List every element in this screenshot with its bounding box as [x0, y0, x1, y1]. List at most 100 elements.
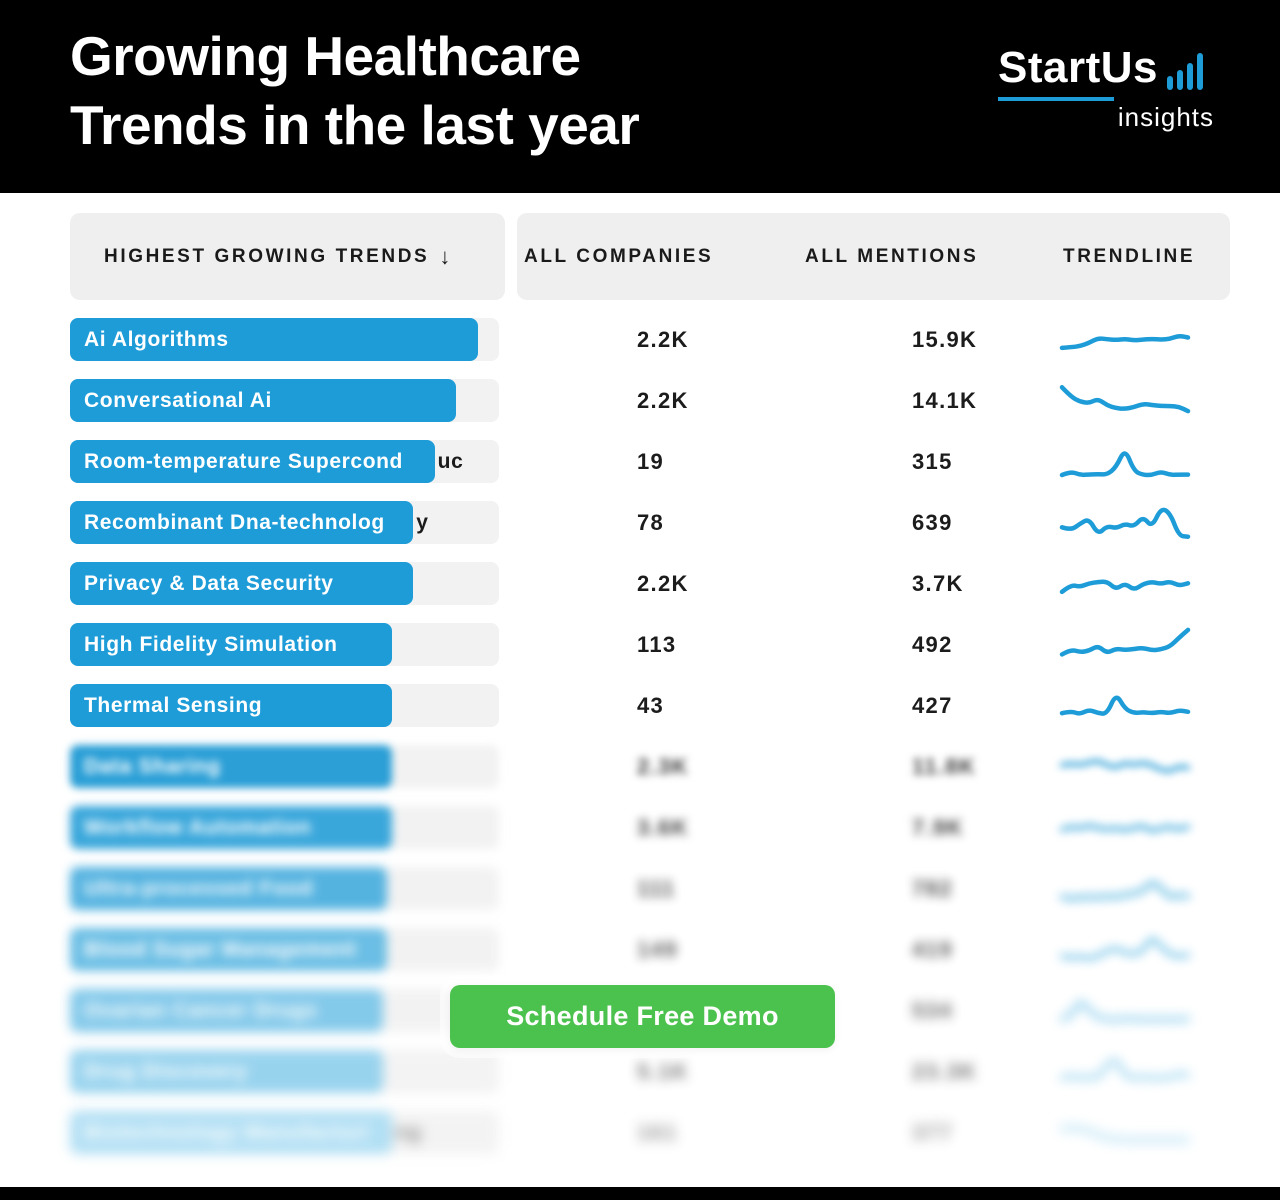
- mentions-value: 377: [912, 1119, 953, 1145]
- brand-sub-name: insights: [1117, 102, 1214, 132]
- table-row: Drug Discovery 5.1K 23.3K: [0, 1041, 1280, 1102]
- mentions-value: 11.8K: [912, 753, 976, 779]
- top-banner: Growing Healthcare Trends in the last ye…: [0, 0, 1280, 193]
- table-header-values-segment: [517, 213, 1230, 300]
- schedule-free-demo-button[interactable]: Schedule Free Demo: [450, 985, 835, 1048]
- sort-descending-icon[interactable]: ↓: [439, 243, 451, 269]
- trend-label: Ultra-processed Food: [84, 876, 314, 900]
- companies-value: 43: [637, 692, 665, 718]
- trend-bar-track[interactable]: Ai Algorithms: [70, 318, 499, 361]
- trend-bar-fill: High Fidelity Simulation: [70, 623, 392, 666]
- companies-value: 2.2K: [637, 570, 689, 596]
- trend-bar-track[interactable]: Blood Sugar Management: [70, 928, 499, 971]
- trend-label: Ai Algorithms: [84, 327, 229, 351]
- trend-bar-fill: Data Sharing: [70, 745, 392, 788]
- trend-bar-track[interactable]: y Recombinant Dna-technolog: [70, 501, 499, 544]
- column-header-companies: ALL COMPANIES: [524, 245, 714, 267]
- trendline-sparkline: [1059, 385, 1191, 414]
- trend-bar-track[interactable]: Conversational Ai: [70, 379, 499, 422]
- page-title-line2: Trends in the last year: [70, 94, 640, 156]
- trend-label: Ovarian Cancer Drugs: [84, 998, 318, 1022]
- trend-label-overflow: y: [416, 510, 429, 534]
- table-header-trends-segment: [70, 213, 505, 300]
- table-row: Conversational Ai 2.2K 14.1K: [0, 370, 1280, 431]
- trendline-sparkline: [1059, 759, 1191, 773]
- bar-chart-icon: [1167, 53, 1203, 90]
- mentions-value: 315: [912, 448, 953, 474]
- trend-bar-track[interactable]: Ultra-processed Food: [70, 867, 499, 910]
- trend-bar-fill: Room-temperature Supercond: [70, 440, 435, 483]
- trendline-sparkline: [1059, 1058, 1191, 1081]
- mentions-value: 534: [912, 997, 953, 1023]
- trendline-sparkline: [1059, 451, 1191, 478]
- trend-bar-track[interactable]: Privacy & Data Security: [70, 562, 499, 605]
- trend-bar-track[interactable]: High Fidelity Simulation: [70, 623, 499, 666]
- mentions-value: 782: [912, 875, 953, 901]
- trend-bar-fill: Drug Discovery: [70, 1050, 384, 1093]
- column-header-mentions: ALL MENTIONS: [805, 245, 979, 267]
- trendline-sparkline: [1059, 695, 1191, 716]
- companies-value: 111: [637, 875, 676, 901]
- companies-value: 19: [637, 448, 665, 474]
- companies-value: 2.2K: [637, 326, 689, 352]
- column-header-trends-label: HIGHEST GROWING TRENDS: [104, 245, 430, 267]
- column-header-trends[interactable]: HIGHEST GROWING TRENDS ↓: [104, 213, 450, 300]
- trend-bar-fill: Conversational Ai: [70, 379, 457, 422]
- trend-label-overflow: ng: [394, 1120, 422, 1144]
- trend-bar-fill: Recombinant Dna-technolog: [70, 501, 414, 544]
- trendline-sparkline: [1059, 823, 1191, 833]
- trend-label: Thermal Sensing: [84, 693, 263, 717]
- page-title-line1: Growing Healthcare: [70, 25, 581, 87]
- trend-label: Recombinant Dna-technolog: [84, 510, 385, 534]
- trend-bar-track[interactable]: uc Room-temperature Supercond: [70, 440, 499, 483]
- trend-label-overflow: uc: [437, 449, 464, 473]
- mentions-value: 14.1K: [912, 387, 978, 413]
- companies-value: 2.2K: [637, 387, 689, 413]
- trend-bar-track[interactable]: Ovarian Cancer Drugs: [70, 989, 499, 1032]
- trend-bar-track[interactable]: ng Biotechnology Manufacturi: [70, 1111, 499, 1154]
- trendline-sparkline: [1059, 1000, 1191, 1022]
- mentions-value: 3.7K: [912, 570, 964, 596]
- trend-label: Workflow Automation: [84, 815, 312, 839]
- table-row: Workflow Automation 3.6K 7.9K: [0, 797, 1280, 858]
- trend-label: Data Sharing: [84, 754, 221, 778]
- trend-bar-track[interactable]: Workflow Automation: [70, 806, 499, 849]
- companies-value: 3.6K: [637, 814, 689, 840]
- trend-bar-track[interactable]: Data Sharing: [70, 745, 499, 788]
- table-row: Thermal Sensing 43 427: [0, 675, 1280, 736]
- companies-value: 149: [637, 936, 678, 962]
- table-row: ng Biotechnology Manufacturi 161 377: [0, 1102, 1280, 1163]
- table-row: Ovarian Cancer Drugs 534: [0, 980, 1280, 1041]
- table-row: High Fidelity Simulation 113 492: [0, 614, 1280, 675]
- table-row: y Recombinant Dna-technolog 78 639: [0, 492, 1280, 553]
- trend-bar-fill: Blood Sugar Management: [70, 928, 388, 971]
- mentions-value: 427: [912, 692, 953, 718]
- mentions-value: 419: [912, 936, 953, 962]
- trend-bar-track[interactable]: Thermal Sensing: [70, 684, 499, 727]
- trend-bar-fill: Thermal Sensing: [70, 684, 392, 727]
- trend-label: Room-temperature Supercond: [84, 449, 403, 473]
- trend-label: High Fidelity Simulation: [84, 632, 338, 656]
- companies-value: 161: [637, 1119, 678, 1145]
- companies-value: 78: [637, 509, 665, 535]
- trendline-sparkline: [1059, 880, 1191, 901]
- column-header-trendline: TRENDLINE: [1063, 245, 1196, 267]
- mentions-value: 15.9K: [912, 326, 978, 352]
- brand-logo[interactable]: StartUs insights: [998, 46, 1214, 133]
- trend-label: Biotechnology Manufacturi: [84, 1120, 370, 1144]
- trendline-sparkline: [1059, 507, 1191, 539]
- mentions-value: 639: [912, 509, 953, 535]
- trend-label: Conversational Ai: [84, 388, 272, 412]
- companies-value: 113: [637, 631, 677, 657]
- companies-value: 5.1K: [637, 1058, 689, 1084]
- table-row: Ai Algorithms 2.2K 15.9K: [0, 309, 1280, 370]
- mentions-value: 7.9K: [912, 814, 964, 840]
- logo-underline: [998, 97, 1114, 101]
- trend-bar-fill: Ultra-processed Food: [70, 867, 388, 910]
- mentions-value: 23.3K: [912, 1058, 978, 1084]
- trend-label: Blood Sugar Management: [84, 937, 357, 961]
- page-title: Growing Healthcare Trends in the last ye…: [70, 22, 640, 160]
- table-row: Data Sharing 2.3K 11.8K: [0, 736, 1280, 797]
- trend-bar-track[interactable]: Drug Discovery: [70, 1050, 499, 1093]
